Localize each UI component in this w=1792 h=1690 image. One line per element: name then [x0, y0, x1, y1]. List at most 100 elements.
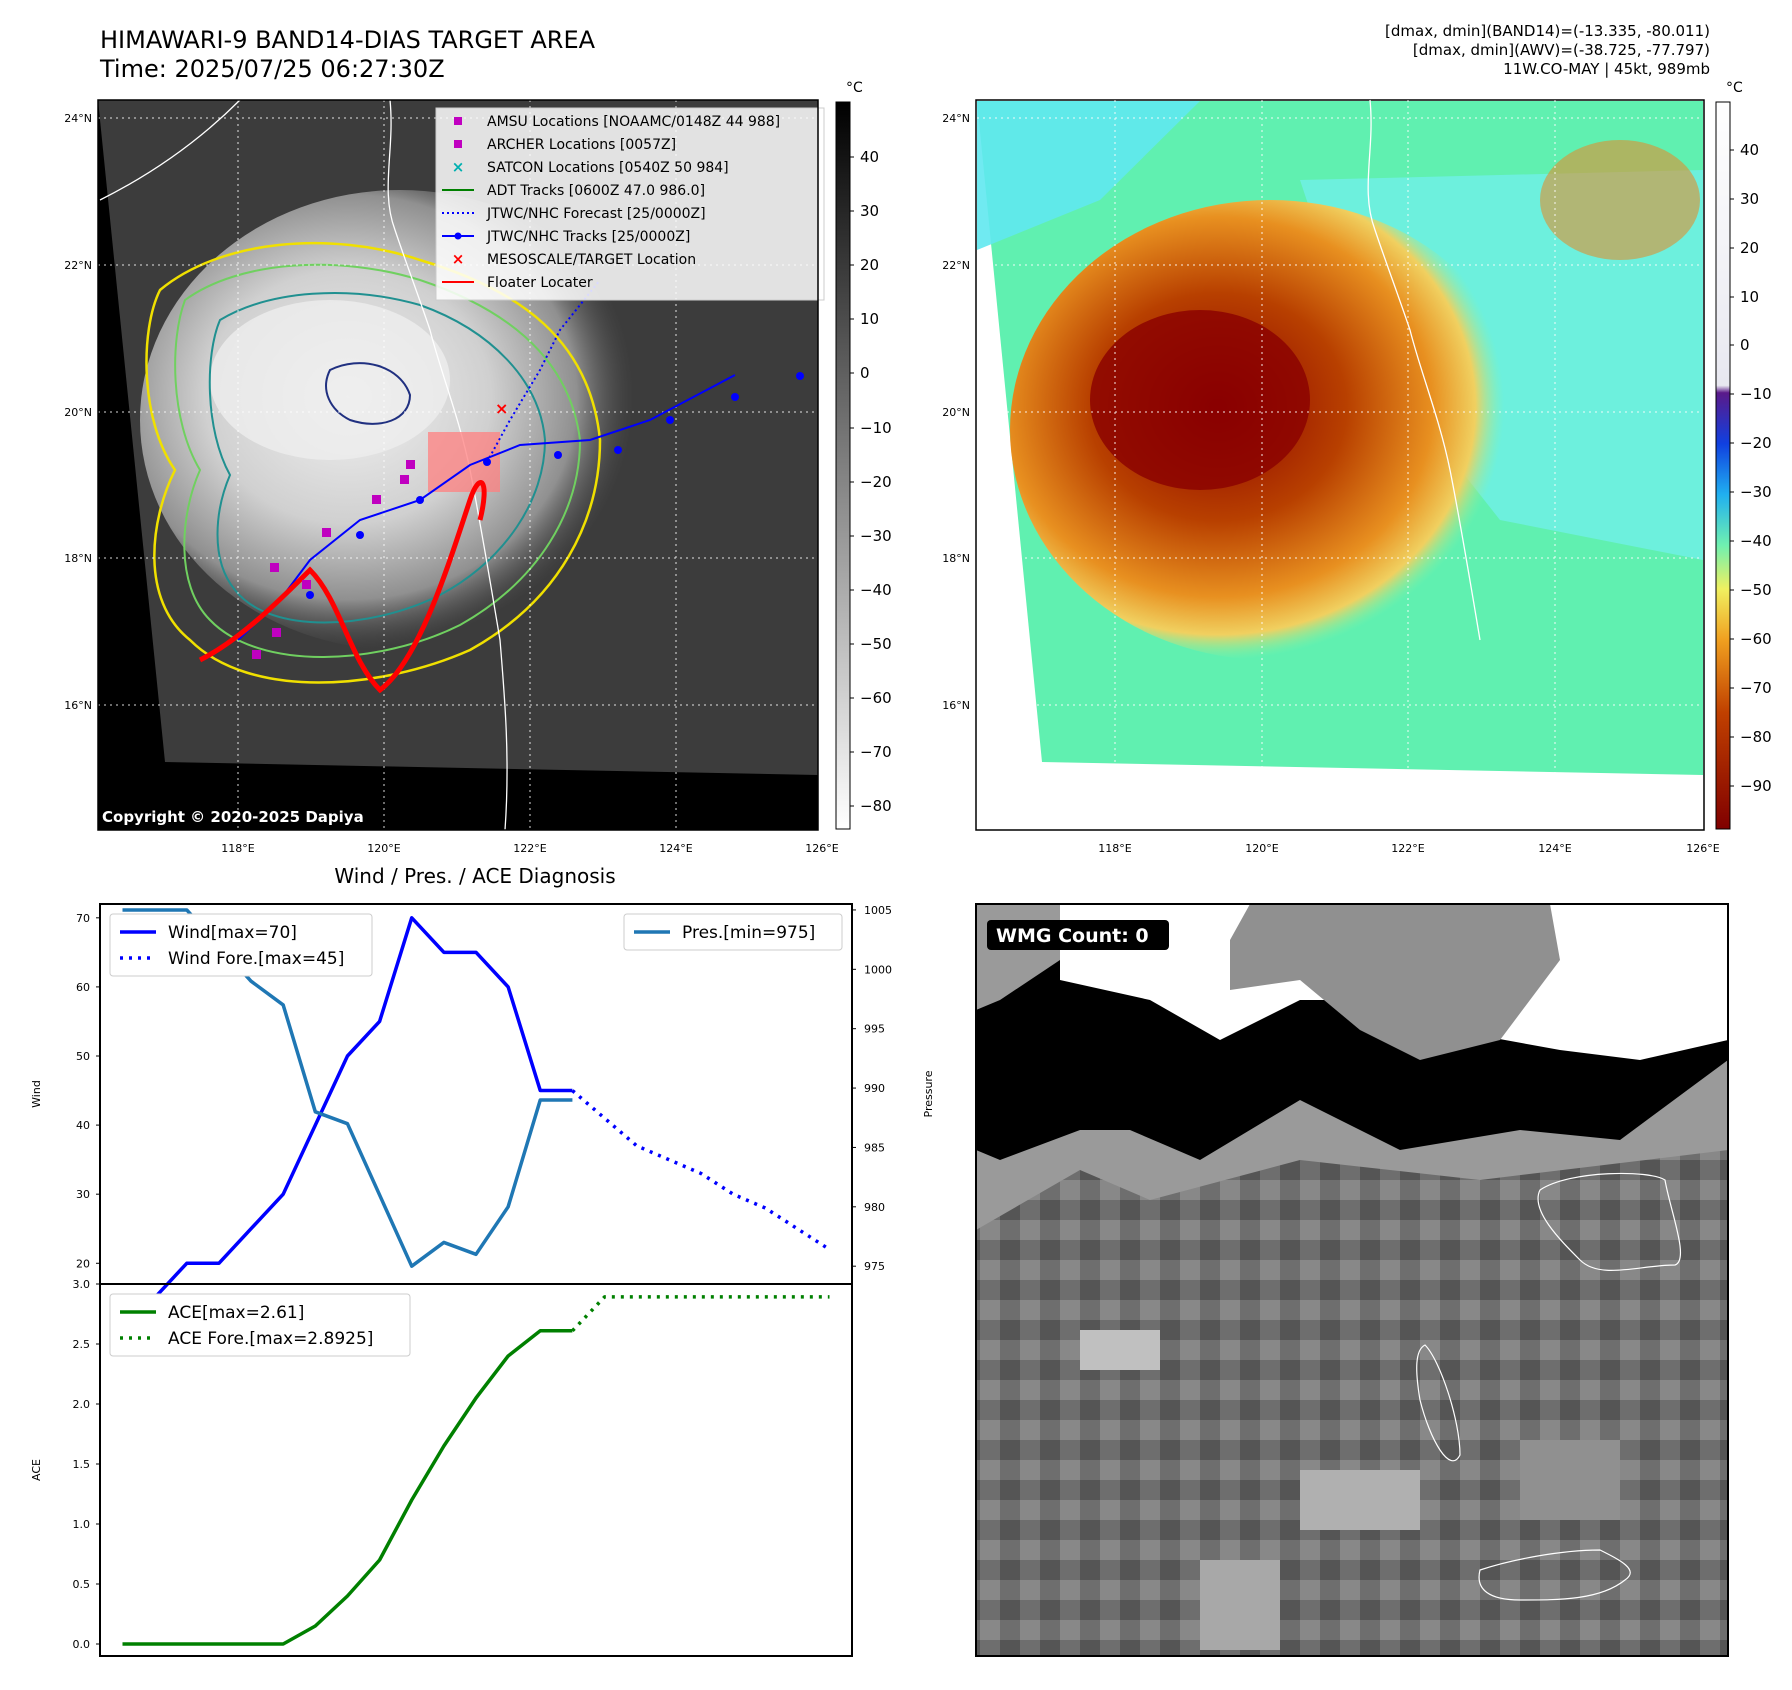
colorbar-tick-label: 10: [1740, 288, 1759, 306]
colorbar-tick-label: 20: [1740, 239, 1759, 257]
wmg-gray-patch: [1230, 904, 1560, 1060]
series-line-1: [571, 1295, 830, 1333]
colorbar-tick-label: −50: [1740, 581, 1772, 599]
ir-colorbar-ramp: [835, 101, 851, 830]
y2-tick-label: 975: [864, 1260, 885, 1273]
lon-label: 122°E: [1391, 842, 1424, 855]
lat-label: 20°N: [942, 406, 970, 419]
ir-colorbar-unit: °C: [846, 80, 863, 96]
info-line-3: 11W.CO-MAY | 45kt, 989mb: [1503, 60, 1710, 78]
contour-teal: [208, 292, 547, 624]
y-tick-label: 40: [76, 1119, 90, 1132]
wmg-contour-3: [1478, 1549, 1631, 1601]
amsu-archer-markers: [252, 460, 415, 659]
ace-chart: 0.0 0.5 1.0 1.5 2.0 2.5 3.0 ACE ACE[max=2.61] ACE…: [30, 1278, 853, 1657]
awv-east-cloud: [1540, 140, 1700, 260]
map-frame: [97, 99, 819, 831]
coastline-china: [99, 99, 241, 201]
chart-frame: [99, 1283, 853, 1657]
lon-label: 120°E: [367, 842, 400, 855]
y2-tick-label: 1005: [864, 904, 892, 917]
series-line-1: [571, 1089, 831, 1251]
chart-legend-label: ACE[max=2.61]: [168, 1303, 304, 1323]
lat-label: 18°N: [64, 552, 92, 565]
copyright: Copyright © 2020-2025 Dapiya: [102, 808, 364, 826]
wmg-light-patch-2: [1300, 1470, 1420, 1530]
target-marker: ×: [495, 399, 508, 418]
lon-label: 126°E: [805, 842, 838, 855]
y-tick-label: 20: [76, 1257, 90, 1270]
y-tick-label: 1.5: [73, 1458, 91, 1471]
chart-legend-label: ACE Fore.[max=2.8925]: [168, 1329, 373, 1349]
awv-colorbar-unit: °C: [1726, 80, 1743, 96]
lat-label: 24°N: [64, 112, 92, 125]
wmg-light-patch-4: [1520, 1440, 1620, 1520]
y-axis-label: ACE: [30, 1459, 43, 1481]
jtwc-track: [237, 374, 736, 641]
y-tick-label: 70: [76, 912, 90, 925]
legend-label: SATCON Locations [0540Z 50 984]: [487, 160, 729, 176]
lon-label: 124°E: [1538, 842, 1571, 855]
colorbar-tick-label: −20: [860, 473, 892, 491]
lat-label: 20°N: [64, 406, 92, 419]
chart-legend-label: Pres.[min=975]: [682, 923, 815, 943]
chart-title: Wind / Pres. / ACE Diagnosis: [334, 864, 615, 888]
coastline-taiwan: [387, 99, 508, 831]
chart-legend-box: [109, 913, 373, 977]
wmg-light-patch-3: [1200, 1560, 1280, 1650]
awv-lon-labels: 118°E 120°E 122°E 124°E 126°E: [1098, 842, 1719, 855]
legend-label: ADT Tracks [0600Z 47.0 986.0]: [487, 183, 705, 199]
legend-label: Floater Locater: [487, 275, 593, 291]
colorbar-tick-label: −50: [860, 635, 892, 653]
chart-legend-label: Wind Fore.[max=45]: [168, 949, 344, 969]
lon-label: 118°E: [221, 842, 254, 855]
colorbar-tick-label: −10: [1740, 385, 1772, 403]
legend-label: JTWC/NHC Tracks [25/0000Z]: [486, 229, 690, 245]
colorbar-tick-label: 40: [860, 148, 879, 166]
colorbar-tick-label: 10: [860, 310, 879, 328]
wmg-contour-2: [1416, 1344, 1461, 1462]
colorbar-tick-label: 0: [1740, 336, 1750, 354]
contour-yellow: [145, 241, 602, 684]
contour-green: [174, 263, 582, 658]
y-tick-label: 1.0: [73, 1518, 91, 1531]
info-line-2: [dmax, dmin](AWV)=(-38.725, -77.797): [1412, 41, 1710, 59]
lon-label: 124°E: [659, 842, 692, 855]
lat-label: 16°N: [942, 699, 970, 712]
legend-label: AMSU Locations [NOAAMC/0148Z 44 988]: [487, 114, 780, 130]
info-line-1: [dmax, dmin](BAND14)=(-13.335, -80.011): [1385, 22, 1710, 40]
chart-legend-label: Wind[max=70]: [168, 923, 297, 943]
colorbar-tick-label: −60: [860, 689, 892, 707]
colorbar-tick-label: 30: [860, 202, 879, 220]
lon-label: 122°E: [513, 842, 546, 855]
y-axis-label: Wind: [30, 1080, 43, 1108]
colorbar-tick-label: 30: [1740, 190, 1759, 208]
legend-label: MESOSCALE/TARGET Location: [487, 252, 696, 268]
y-tick-label: 0.0: [73, 1638, 91, 1651]
awv-coastline: [1367, 99, 1481, 641]
title-line-2: Time: 2025/07/25 06:27:30Z: [100, 55, 445, 83]
wind-pressure-chart: 20 30 40 50 60 70 Wind 975 980 985 990 995 1000 1005 P…: [30, 903, 935, 1300]
diagnostics-info: [dmax, dmin](BAND14)=(-13.335, -80.011) …: [1385, 22, 1710, 79]
colorbar-tick-label: −80: [860, 797, 892, 815]
floater-path: [198, 480, 487, 694]
colorbar-tick-label: −70: [860, 743, 892, 761]
y2-tick-label: 1000: [864, 963, 892, 976]
legend-marker-dot: [454, 232, 462, 240]
colorbar-tick-label: −40: [860, 581, 892, 599]
colorbar-tick-label: −90: [1740, 777, 1772, 795]
lat-label: 24°N: [942, 112, 970, 125]
panel-title: HIMAWARI-9 BAND14-DIAS TARGET AREA Time:…: [100, 26, 595, 84]
colorbar-tick-label: −60: [1740, 630, 1772, 648]
legend-marker-x: ×: [452, 250, 465, 268]
map-legend: AMSU Locations [NOAAMC/0148Z 44 988] ARCH…: [435, 107, 825, 301]
colorbar-tick-label: 0: [860, 364, 870, 382]
lon-label: 126°E: [1686, 842, 1719, 855]
legend-marker-square: [454, 117, 462, 125]
lon-label: 120°E: [1245, 842, 1278, 855]
y-tick-label: 3.0: [73, 1278, 91, 1291]
lon-label: 118°E: [1098, 842, 1131, 855]
awv-colorbar-ramp: [1715, 101, 1731, 830]
y-tick-label: 2.0: [73, 1398, 91, 1411]
